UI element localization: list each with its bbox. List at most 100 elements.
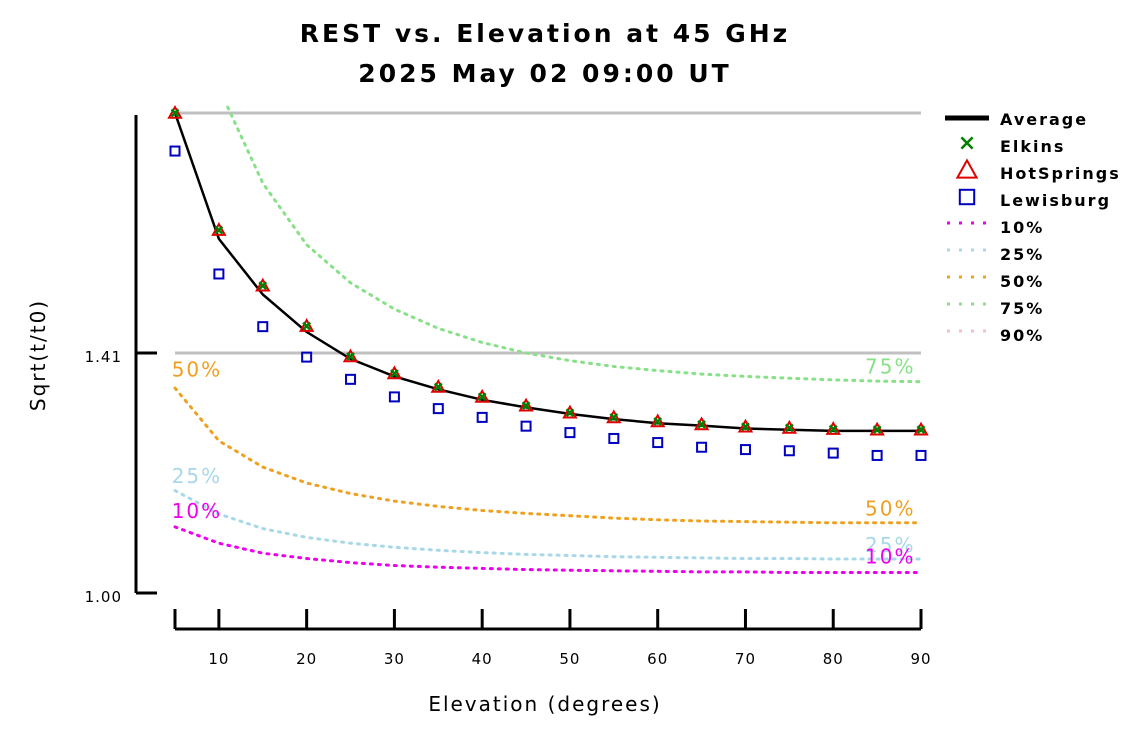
elkins-marker [258,281,268,291]
elkins-marker [214,225,224,235]
lewisburg-marker [213,268,225,280]
lewisburg-marker [827,447,839,459]
elkins-marker [828,424,838,434]
legend-item-25pct: 25% [947,245,1042,264]
elkins-marker [390,369,399,378]
hotsprings-marker [913,421,929,436]
legend-label: Lewisburg [1000,191,1111,210]
x-tick-label: 40 [472,650,493,668]
legend-label: 10% [1000,218,1044,237]
elkins-marker [653,417,663,426]
hotsprings-marker [650,413,666,428]
chart-subtitle: 2025 May 02 09:00 UT [358,59,731,88]
lewisburg-marker [783,445,795,457]
lewisburg-marker [257,321,269,333]
x-tick-label: 20 [296,650,317,668]
percentile-curves [173,105,923,574]
reference-lines [175,111,921,355]
average-curve [173,112,921,433]
hotsprings-marker [869,421,885,436]
legend-item-10pct: 10% [947,218,1044,237]
hotsprings-marker [211,222,227,236]
hotsprings-marker [430,378,446,393]
percentile-line-25pct [173,489,923,561]
lewisburg-marker [915,449,927,461]
elkins-marker [346,352,355,361]
percentile-annotation: 50% [865,497,915,521]
percentile-line-50pct [173,386,923,525]
percentile-line-75pct [226,105,923,384]
x-tick-label: 60 [647,650,668,668]
legend-item-lewisburg: Lewisburg [958,188,1111,210]
lewisburg-marker [652,437,664,449]
hotsprings-marker [518,397,534,412]
x-tick-label: 50 [559,650,580,668]
hotsprings-marker [693,416,710,431]
legend-item-hotsprings: HotSprings [955,158,1119,183]
lewisburg-marker [169,145,181,157]
elkins-marker [477,392,487,402]
legend-item-elkins: Elkins [960,136,1065,156]
elkins-marker [741,422,750,432]
station-markers [167,104,929,461]
percentile-annotation: 25% [865,533,915,557]
percentile-annotation: 50% [172,357,222,381]
percentile-annotation: 10% [865,545,915,569]
hotsprings-marker [255,277,271,292]
elkins-marker [697,420,706,429]
x-tick-label: 30 [384,650,405,668]
legend: Average Elkins HotSprings Lewisburg 10% 25% 50… [945,110,1119,345]
hotsprings-marker [386,365,403,380]
elkins-marker [302,321,312,331]
hotsprings-marker [298,318,315,332]
x-tick-label: 70 [735,650,756,668]
x-tick-label: 10 [208,650,229,668]
y-tick-label: 1.00 [85,588,122,606]
hotsprings-marker [474,388,490,403]
elkins-marker [872,425,882,435]
legend-label: 50% [1000,272,1044,291]
legend-item-75pct: 75% [947,299,1044,318]
lewisburg-marker [739,444,751,456]
elkins-marker [916,425,926,435]
legend-swatch [955,158,979,179]
hotsprings-marker [606,409,622,424]
average-line [173,112,921,433]
lewisburg-marker [696,441,708,453]
legend-label: Average [1000,110,1088,129]
elkins-marker [170,108,180,118]
hotsprings-marker [737,418,754,433]
legend-item-50pct: 50% [947,272,1044,291]
legend-label: Elkins [1000,137,1065,156]
hotsprings-marker [562,404,578,419]
elkins-marker [521,401,531,411]
elkins-marker [784,423,794,433]
y-tick-label: 1.41 [85,348,122,366]
y-ticks: 1.00 1.41 [85,348,157,606]
legend-item-average: Average [945,110,1088,129]
percentile-line-10pct [173,525,923,574]
lewisburg-marker [432,403,444,415]
elkins-marker [433,382,443,392]
legend-item-90pct: 90% [947,326,1044,345]
hotsprings-marker [167,104,183,119]
hotsprings-marker [342,348,359,363]
legend-label: 90% [1000,326,1044,345]
percentile-annotation: 75% [865,354,915,378]
legend-label: 75% [1000,299,1044,318]
percentile-annotation: 25% [172,464,222,488]
x-axis-label: Elevation (degrees) [428,692,661,716]
percentile-annotations: 50%25%10%75%50%25%10% [172,354,915,569]
x-tick-label: 90 [910,650,931,668]
hotsprings-marker [781,419,798,434]
x-ticks: 10 20 30 40 50 60 70 80 90 [173,609,931,668]
lewisburg-marker [345,373,357,385]
lewisburg-marker [564,427,576,439]
legend-swatch [960,136,974,150]
lewisburg-marker [476,411,488,423]
percentile-annotation: 10% [172,499,222,523]
lewisburg-marker [871,449,883,461]
lewisburg-marker [520,420,532,432]
lewisburg-marker [608,432,620,444]
